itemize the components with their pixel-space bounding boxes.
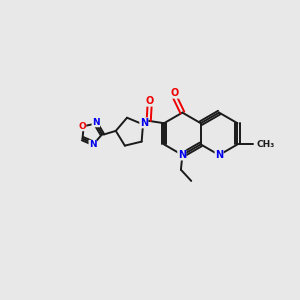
Text: O: O <box>171 88 179 98</box>
Text: N: N <box>178 150 186 160</box>
Text: O: O <box>78 122 86 131</box>
Text: CH₃: CH₃ <box>257 140 275 149</box>
Text: N: N <box>89 140 97 149</box>
Text: N: N <box>140 118 148 128</box>
Text: N: N <box>215 150 223 160</box>
Text: N: N <box>92 118 100 127</box>
Text: O: O <box>146 96 154 106</box>
